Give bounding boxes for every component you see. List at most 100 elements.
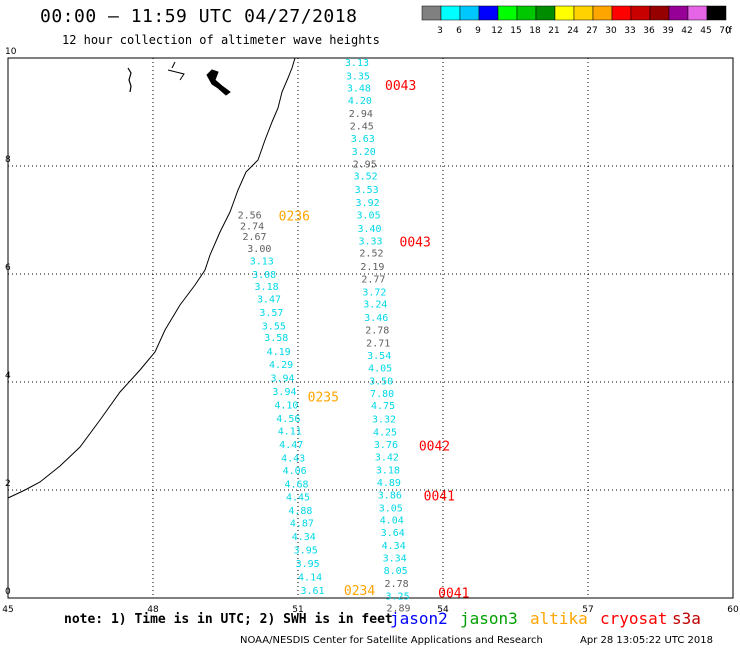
wave-height-value: 4.06 <box>283 466 307 477</box>
legend-label: 21 <box>548 26 559 36</box>
pass-time-label: 0043 <box>385 79 416 94</box>
wave-height-value: 3.55 <box>262 321 286 332</box>
page-title: 00:00 – 11:59 UTC 04/27/2018 <box>40 6 358 27</box>
x-tick-label: 51 <box>292 605 303 615</box>
wave-height-value: 3.94 <box>272 387 296 398</box>
pass-time-label: 0043 <box>400 236 431 251</box>
wave-height-value: 4.14 <box>298 572 322 583</box>
pass-time-label: 0041 <box>438 587 469 602</box>
wave-height-value: 3.08 <box>252 270 276 281</box>
legend-label: 45 <box>700 26 711 36</box>
wave-height-value: 3.50 <box>369 376 393 387</box>
wave-height-value: 3.76 <box>374 440 398 451</box>
wave-height-value: 3.13 <box>345 58 369 69</box>
wave-height-value: 4.29 <box>269 360 293 371</box>
wave-height-value: 3.05 <box>357 211 381 222</box>
wave-height-value: 3.54 <box>367 351 391 362</box>
wave-height-value: 3.32 <box>372 415 396 426</box>
legend-label: 70 <box>719 26 731 36</box>
y-tick-label: 2 <box>5 479 11 489</box>
satellite-cryosat: cryosat <box>600 609 668 628</box>
legend-label: 9 <box>475 26 481 36</box>
wave-height-value: 4.87 <box>290 518 314 529</box>
wave-height-value: 3.00 <box>247 244 271 255</box>
credit-text: NOAA/NESDIS Center for Satellite Applica… <box>240 635 543 646</box>
wave-height-value: 3.42 <box>375 453 399 464</box>
map-frame <box>7 57 734 599</box>
wave-height-value: 3.95 <box>294 545 318 556</box>
generated-timestamp: Apr 28 13:05:22 UTC 2018 <box>580 635 713 646</box>
wave-height-value: 2.89 <box>386 604 410 615</box>
wave-height-value: 3.64 <box>381 528 405 539</box>
pass-time-label: 0236 <box>279 210 310 225</box>
wave-height-value: 4.34 <box>382 541 406 552</box>
wave-height-value: 4.56 <box>276 414 300 425</box>
page-subtitle: 12 hour collection of altimeter wave hei… <box>62 33 380 47</box>
wave-height-value: 3.46 <box>364 313 388 324</box>
x-tick-label: 45 <box>2 605 13 615</box>
wave-height-value: 3.58 <box>264 333 288 344</box>
legend-label: 6 <box>456 26 462 36</box>
island-outline <box>167 61 185 81</box>
wave-height-value: 3.48 <box>347 84 371 95</box>
pass-time-label: 0041 <box>424 489 455 504</box>
legend-label: 12 <box>491 26 502 36</box>
wave-height-value: 2.78 <box>385 579 409 590</box>
x-tick-label: 57 <box>582 605 593 615</box>
wave-height-value: 4.75 <box>371 401 395 412</box>
wave-height-value: 3.95 <box>296 559 320 570</box>
wave-height-value: 3.94 <box>270 374 294 385</box>
wave-height-value: 3.34 <box>383 554 407 565</box>
wave-height-value: 3.53 <box>355 185 379 196</box>
wave-height-value: 4.47 <box>279 440 303 451</box>
y-tick-label: 10 <box>5 47 17 57</box>
wave-height-value: 3.20 <box>352 147 376 158</box>
y-tick-label: 0 <box>5 587 11 597</box>
satellite-jason3: jason3 <box>460 609 518 628</box>
coastline <box>7 57 296 499</box>
wave-height-value: 4.10 <box>274 401 298 412</box>
legend-label: 27 <box>586 26 597 36</box>
wave-height-value: 2.78 <box>365 326 389 337</box>
satellite-s3a: s3a <box>672 609 701 628</box>
wave-height-value: 2.19 <box>360 262 384 273</box>
wave-height-value: 3.47 <box>257 294 281 305</box>
y-tick-label: 8 <box>5 155 11 165</box>
legend-label: 15 <box>510 26 521 36</box>
wave-height-value: 3.52 <box>354 172 378 183</box>
wave-height-value: 4.34 <box>292 532 316 543</box>
legend-unit: (ft) <box>725 26 732 36</box>
wave-height-value: 2.74 <box>240 221 264 232</box>
legend-label: 33 <box>624 26 635 36</box>
wave-height-value: 4.68 <box>285 480 309 491</box>
pass-time-label: 0042 <box>419 440 450 455</box>
wave-height-value: 3.24 <box>363 300 387 311</box>
wave-height-value: 2.56 <box>238 211 262 222</box>
wave-height-value: 3.72 <box>362 287 386 298</box>
wave-height-value: 3.92 <box>356 198 380 209</box>
legend-swatch <box>706 5 727 21</box>
y-tick-label: 6 <box>5 263 11 273</box>
wave-height-value: 4.88 <box>288 506 312 517</box>
wave-height-value: 3.61 <box>300 586 324 597</box>
wave-height-value: 2.71 <box>366 339 390 350</box>
legend-label: 3 <box>437 26 443 36</box>
wave-height-value: 4.04 <box>380 516 404 527</box>
wave-height-value: 3.40 <box>357 224 381 235</box>
wave-height-value: 3.63 <box>351 134 375 145</box>
footnote: note: 1) Time is in UTC; 2) SWH is in fe… <box>64 612 393 627</box>
wave-height-value: 3.35 <box>346 71 370 82</box>
legend-label: 24 <box>567 26 579 36</box>
island-outline <box>206 69 231 96</box>
wave-height-value: 4.05 <box>368 363 392 374</box>
wave-height-value: 3.13 <box>250 257 274 268</box>
wave-height-value: 4.89 <box>377 478 401 489</box>
pass-time-label: 0235 <box>308 391 339 406</box>
x-tick-label: 60 <box>727 605 739 615</box>
satellite-altika: altika <box>530 609 588 628</box>
pass-time-label: 0234 <box>344 584 375 599</box>
island-outline <box>127 67 132 93</box>
wave-height-value: 4.19 <box>267 347 291 358</box>
wave-height-value: 3.33 <box>358 237 382 248</box>
